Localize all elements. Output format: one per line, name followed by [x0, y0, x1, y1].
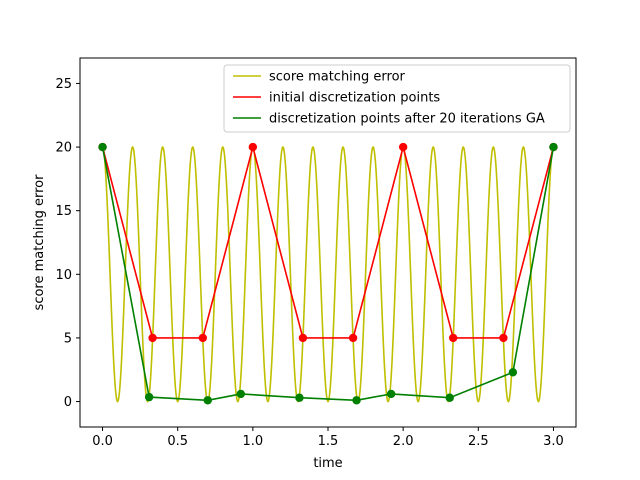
point-initial: [348, 333, 358, 343]
x-tick-label: 2.5: [468, 434, 489, 449]
point-initial: [148, 333, 157, 343]
point-ga: [295, 393, 304, 402]
legend-label: score matching error: [269, 70, 406, 85]
point-initial: [298, 333, 308, 343]
x-axis: 0.0 0.5 1.0 1.5 2.0 2.5 3.0: [92, 427, 564, 449]
y-tick-label: 10: [55, 268, 72, 283]
series-line-ga: [101, 146, 555, 402]
y-axis-label: score matching error: [32, 174, 47, 311]
point-ga: [386, 389, 396, 399]
y-tick-label: 25: [55, 77, 72, 92]
y-tick-label: 5: [64, 331, 72, 346]
x-tick-label: 0.0: [92, 434, 113, 449]
x-tick-label: 3.0: [543, 434, 564, 449]
point-initial: [198, 333, 207, 343]
point-ga: [144, 392, 154, 402]
point-ga: [508, 368, 518, 377]
point-ga: [352, 396, 361, 405]
series-line-initial: [101, 143, 555, 339]
x-tick-label: 2.0: [393, 434, 414, 449]
y-tick-label: 0: [64, 395, 72, 410]
point-initial: [248, 142, 258, 152]
legend: score matching error initial discretizati…: [223, 64, 571, 133]
x-tick-label: 1.5: [318, 434, 339, 449]
legend-label: initial discretization points: [269, 91, 440, 106]
series-line-score-matching-error: [102, 146, 554, 403]
y-tick-label: 15: [55, 204, 72, 219]
point-initial: [449, 333, 458, 343]
x-tick-label: 0.5: [167, 434, 188, 449]
point-ga: [98, 142, 107, 152]
x-tick-label: 1.0: [243, 434, 264, 449]
x-axis-label: time: [313, 456, 342, 471]
point-initial: [499, 333, 508, 343]
y-tick-label: 20: [55, 141, 72, 156]
plot-area: [98, 142, 558, 405]
point-ga: [203, 396, 212, 405]
point-initial: [398, 142, 408, 152]
legend-label: discretization points after 20 iteration…: [269, 112, 545, 127]
y-axis: 0 5 10 15 20 25: [55, 77, 80, 410]
point-ga: [549, 142, 558, 152]
point-ga: [445, 393, 454, 402]
legend-box: [223, 64, 571, 133]
point-ga: [236, 389, 246, 399]
